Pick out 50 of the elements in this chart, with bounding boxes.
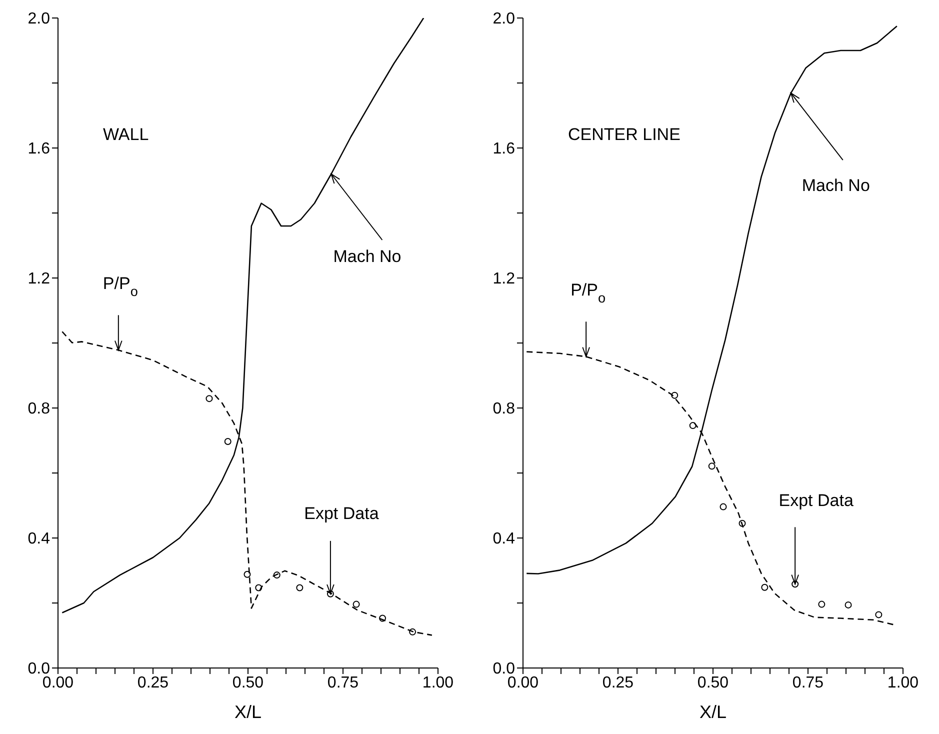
point: [875, 611, 882, 618]
annotation: Expt Data: [304, 504, 380, 524]
x-tick-label: 1.00: [887, 674, 919, 692]
point: [689, 422, 696, 430]
y-tick-label: 1.6: [492, 140, 516, 158]
x-axis-title: X/L: [234, 702, 262, 722]
annotation: Mach No: [802, 176, 870, 196]
x-tick-label: 0.50: [697, 674, 729, 692]
x-tick-label: 0.00: [42, 674, 74, 692]
annotation: P/P$_{o}$: [102, 274, 138, 300]
point: [352, 600, 360, 608]
point: [379, 614, 386, 622]
x-tick-label: 0.50: [232, 674, 264, 692]
point: [671, 392, 678, 399]
y-tick-label: 0.4: [28, 530, 50, 548]
point: [708, 462, 716, 470]
point: [244, 570, 251, 578]
x-axis-title: X/L: [699, 702, 727, 722]
x-tick-label: 0.75: [792, 674, 824, 692]
x-tick-label: 0.25: [137, 674, 169, 692]
point: [255, 584, 262, 592]
annotation: Expt Data: [778, 492, 854, 511]
point: [409, 628, 416, 636]
x-tick-label: 0.25: [602, 674, 634, 692]
point: [844, 601, 852, 608]
x-tick-label: 0.75: [327, 674, 359, 692]
y-tick-label: 1.2: [28, 270, 50, 288]
point: [206, 395, 213, 402]
y-tick-label: 0.4: [492, 530, 516, 548]
x-tick-label: 0.00: [507, 674, 539, 692]
point: [296, 584, 304, 592]
x-tick-label: 1.00: [422, 674, 454, 692]
annotation: CENTER LINE: [568, 125, 680, 144]
y-tick-label: 2.0: [28, 10, 50, 28]
point: [326, 590, 334, 598]
annotation: P/P$_{o}$: [570, 281, 606, 306]
point: [720, 503, 727, 510]
annotation: WALL: [103, 125, 149, 144]
y-tick-label: 0.8: [492, 400, 516, 418]
y-tick-label: 0.8: [28, 400, 50, 418]
annotation: Mach No: [333, 247, 402, 266]
point: [792, 580, 799, 588]
y-tick-label: 2.0: [492, 10, 516, 28]
point: [761, 584, 768, 591]
point: [738, 520, 746, 527]
point: [224, 438, 232, 445]
y-tick-label: 1.2: [492, 270, 516, 288]
point: [818, 600, 826, 608]
y-tick-label: 1.6: [28, 140, 50, 158]
point: [273, 572, 280, 579]
